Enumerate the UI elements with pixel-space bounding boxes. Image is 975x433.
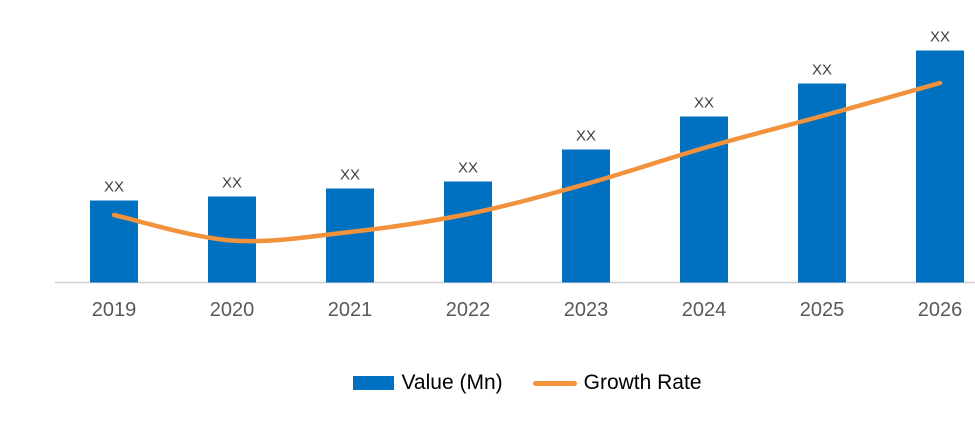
x-tick-2020: 2020 bbox=[210, 299, 255, 321]
x-tick-2026: 2026 bbox=[918, 299, 963, 321]
x-tick-2022: 2022 bbox=[446, 299, 491, 321]
bar-label-2024: XX bbox=[694, 95, 714, 112]
bar-label-2025: XX bbox=[812, 62, 832, 79]
bar-2023 bbox=[562, 149, 610, 283]
x-tick-2019: 2019 bbox=[92, 299, 137, 321]
bar-series-swatch-icon bbox=[353, 376, 395, 390]
chart-legend: Value (Mn) Growth Rate bbox=[40, 368, 975, 398]
growth-rate-line bbox=[111, 80, 943, 244]
plot-area: XX 2019 XX 2020 XX 2021 XX 2022 XX 2023 XX 2024 XX 20… bbox=[55, 29, 975, 321]
bar-2022 bbox=[444, 181, 492, 283]
bar-label-2023: XX bbox=[576, 128, 596, 145]
legend-item-value: Value (Mn) bbox=[353, 371, 503, 395]
bar-label-2019: XX bbox=[104, 179, 124, 196]
bar-label-2026: XX bbox=[930, 29, 950, 46]
legend-label-growth-rate: Growth Rate bbox=[583, 371, 702, 394]
x-tick-2024: 2024 bbox=[682, 299, 727, 321]
x-tick-2021: 2021 bbox=[328, 299, 373, 321]
legend-item-growth-rate: Growth Rate bbox=[532, 371, 702, 395]
bar-label-2021: XX bbox=[340, 167, 360, 184]
x-tick-2023: 2023 bbox=[564, 299, 609, 321]
line-series-swatch-icon bbox=[532, 380, 577, 386]
market-value-growth-chart: XX 2019 XX 2020 XX 2021 XX 2022 XX 2023 XX 2024 XX 20… bbox=[40, 16, 975, 417]
bar-label-2022: XX bbox=[458, 160, 478, 177]
x-tick-2025: 2025 bbox=[800, 299, 845, 321]
bar-label-2020: XX bbox=[222, 175, 242, 192]
legend-label-value: Value (Mn) bbox=[401, 371, 503, 394]
